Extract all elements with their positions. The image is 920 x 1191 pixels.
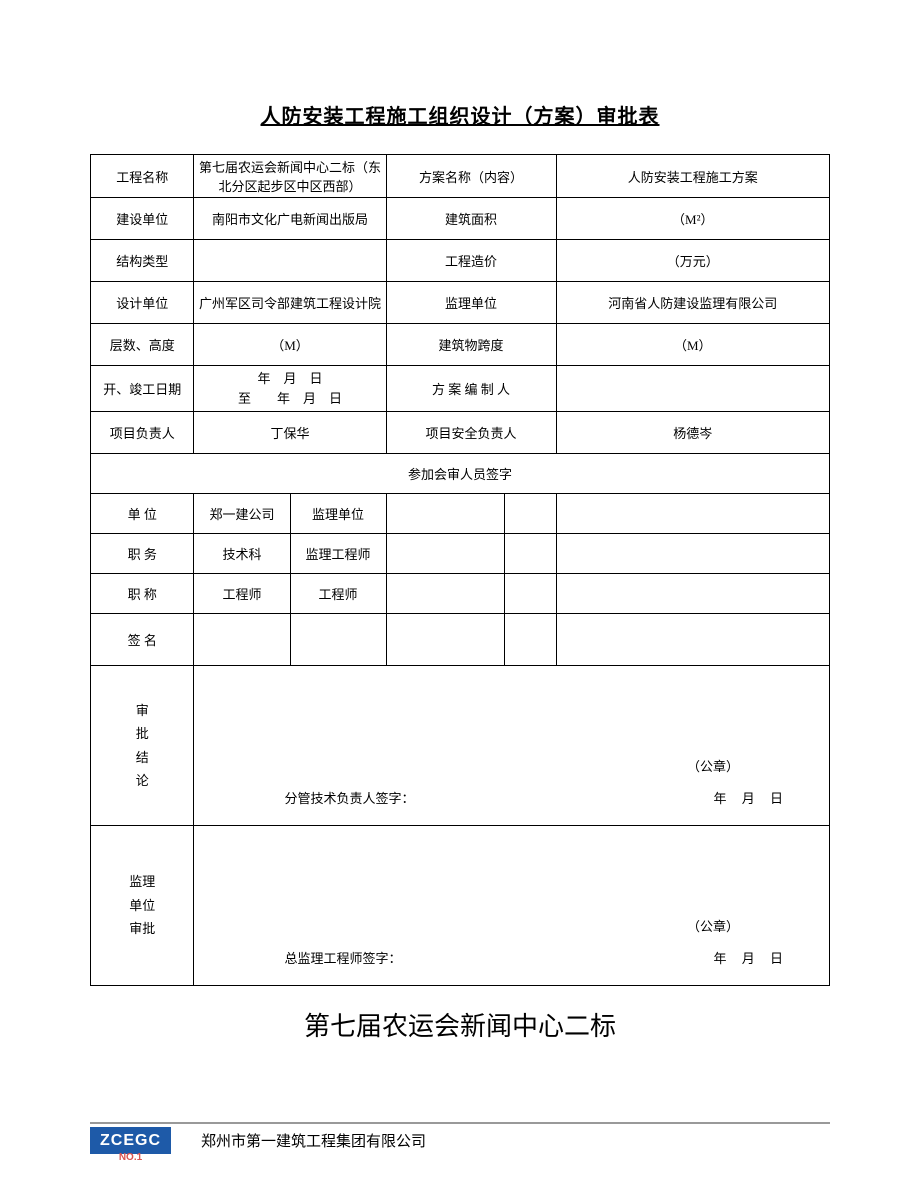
row-unit: 单 位 郑一建公司 监理单位	[91, 494, 830, 534]
value-dates: 年 月 日 至 年 月 日	[194, 366, 386, 412]
row-signature: 签 名	[91, 614, 830, 666]
value-project-leader: 丁保华	[194, 412, 386, 454]
label-unit: 单 位	[91, 494, 194, 534]
approval-form-table: 工程名称 第七届农运会新闻中心二标（东北分区起步区中区西部） 方案名称（内容） …	[90, 154, 830, 986]
duty-c1: 技术科	[194, 534, 290, 574]
title-c4	[504, 574, 556, 614]
value-design-unit: 广州军区司令部建筑工程设计院	[194, 282, 386, 324]
approval1-sign: 分管技术负责人签字：	[284, 788, 414, 807]
company-name: 郑州市第一建筑工程集团有限公司	[201, 1130, 426, 1151]
document-subtitle: 第七届农运会新闻中心二标	[90, 1006, 830, 1043]
row-duty: 职 务 技术科 监理工程师	[91, 534, 830, 574]
approval-conclusion-content: （公章） 分管技术负责人签字： 年 月 日	[194, 666, 830, 826]
unit-c4	[504, 494, 556, 534]
value-span: （M）	[556, 324, 829, 366]
duty-c4	[504, 534, 556, 574]
date-line-1: 年 月 日	[198, 369, 381, 389]
label-project-name: 工程名称	[91, 155, 194, 198]
approval2-sign: 总监理工程师签字：	[284, 948, 401, 967]
duty-c3	[386, 534, 504, 574]
approval2-seal: （公章）	[687, 916, 739, 935]
label-span: 建筑物跨度	[386, 324, 556, 366]
sign-c1	[194, 614, 290, 666]
label-signature: 签 名	[91, 614, 194, 666]
title-c3	[386, 574, 504, 614]
approval2-date: 年 月 日	[713, 948, 789, 967]
value-safety-leader: 杨德岑	[556, 412, 829, 454]
approval1-seal: （公章）	[687, 756, 739, 775]
supervisor-approval-content: （公章） 总监理工程师签字： 年 月 日	[194, 826, 830, 986]
value-plan-name: 人防安装工程施工方案	[556, 155, 829, 198]
sign-c3	[386, 614, 504, 666]
approval1-date: 年 月 日	[713, 788, 789, 807]
label-build-unit: 建设单位	[91, 198, 194, 240]
row-build-unit: 建设单位 南阳市文化广电新闻出版局 建筑面积 （M²）	[91, 198, 830, 240]
value-plan-author	[556, 366, 829, 412]
row-floors: 层数、高度 （M） 建筑物跨度 （M）	[91, 324, 830, 366]
label-safety-leader: 项目安全负责人	[386, 412, 556, 454]
label-approval-conclusion: 审 批 结 论	[91, 666, 194, 826]
value-structure-type	[194, 240, 386, 282]
unit-c1: 郑一建公司	[194, 494, 290, 534]
row-approval-conclusion: 审 批 结 论 （公章） 分管技术负责人签字： 年 月 日	[91, 666, 830, 826]
row-project-leader: 项目负责人 丁保华 项目安全负责人 杨德岑	[91, 412, 830, 454]
row-participant-header: 参加会审人员签字	[91, 454, 830, 494]
sign-c5	[556, 614, 829, 666]
date-line-2: 至 年 月 日	[198, 389, 381, 409]
label-cost: 工程造价	[386, 240, 556, 282]
participant-header: 参加会审人员签字	[91, 454, 830, 494]
value-project-name: 第七届农运会新闻中心二标（东北分区起步区中区西部）	[194, 155, 386, 198]
title-c1: 工程师	[194, 574, 290, 614]
unit-c2: 监理单位	[290, 494, 386, 534]
unit-c5	[556, 494, 829, 534]
label-project-leader: 项目负责人	[91, 412, 194, 454]
label-floors: 层数、高度	[91, 324, 194, 366]
duty-c5	[556, 534, 829, 574]
label-dates: 开、竣工日期	[91, 366, 194, 412]
label-supervisor-approval: 监理 单位 审批	[91, 826, 194, 986]
value-supervisor-unit: 河南省人防建设监理有限公司	[556, 282, 829, 324]
label-supervisor-unit: 监理单位	[386, 282, 556, 324]
title-c2: 工程师	[290, 574, 386, 614]
approval2-label-text: 监理 单位 审批	[129, 870, 155, 940]
label-duty: 职 务	[91, 534, 194, 574]
label-title: 职 称	[91, 574, 194, 614]
sign-c2	[290, 614, 386, 666]
value-build-unit: 南阳市文化广电新闻出版局	[194, 198, 386, 240]
page-footer: ZCEGC NO.1 郑州市第一建筑工程集团有限公司	[90, 1122, 830, 1151]
row-design-unit: 设计单位 广州军区司令部建筑工程设计院 监理单位 河南省人防建设监理有限公司	[91, 282, 830, 324]
row-project-name: 工程名称 第七届农运会新闻中心二标（东北分区起步区中区西部） 方案名称（内容） …	[91, 155, 830, 198]
row-title: 职 称 工程师 工程师	[91, 574, 830, 614]
document-title: 人防安装工程施工组织设计（方案）审批表	[90, 100, 830, 129]
label-structure-type: 结构类型	[91, 240, 194, 282]
company-logo-sub: NO.1	[119, 1152, 142, 1163]
duty-c2: 监理工程师	[290, 534, 386, 574]
row-structure-type: 结构类型 工程造价 （万元）	[91, 240, 830, 282]
value-cost: （万元）	[556, 240, 829, 282]
label-plan-name: 方案名称（内容）	[386, 155, 556, 198]
unit-c3	[386, 494, 504, 534]
approval1-label-text: 审 批 结 论	[136, 699, 149, 793]
value-area: （M²）	[556, 198, 829, 240]
value-floors: （M）	[194, 324, 386, 366]
sign-c4	[504, 614, 556, 666]
row-dates: 开、竣工日期 年 月 日 至 年 月 日 方 案 编 制 人	[91, 366, 830, 412]
label-area: 建筑面积	[386, 198, 556, 240]
label-design-unit: 设计单位	[91, 282, 194, 324]
row-supervisor-approval: 监理 单位 审批 （公章） 总监理工程师签字： 年 月 日	[91, 826, 830, 986]
label-plan-author: 方 案 编 制 人	[386, 366, 556, 412]
company-logo: ZCEGC	[90, 1127, 171, 1154]
title-c5	[556, 574, 829, 614]
